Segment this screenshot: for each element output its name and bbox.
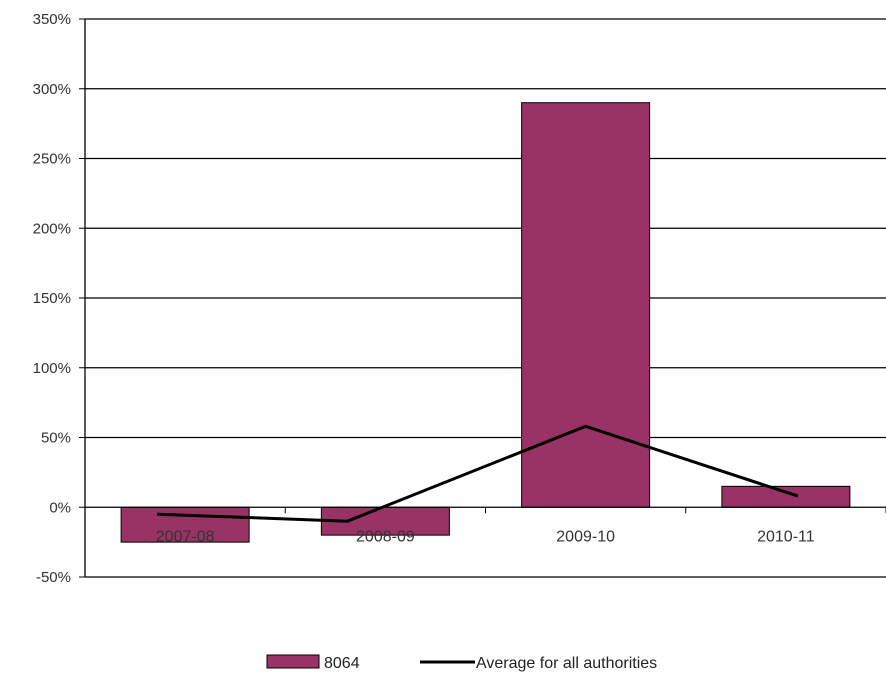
y-tick-label: 0% <box>49 499 71 516</box>
bar <box>721 485 851 508</box>
y-tick-label: 50% <box>41 430 71 447</box>
y-tick-label: 350% <box>33 11 71 28</box>
y-tick-label: 100% <box>33 360 71 377</box>
y-tick-label: 250% <box>33 151 71 168</box>
x-category-label: 2008-09 <box>356 528 415 545</box>
bar <box>521 102 651 508</box>
y-tick-label: 150% <box>33 290 71 307</box>
bar <box>120 506 250 543</box>
legend-swatch-8064 <box>266 654 320 669</box>
x-category-label: 2009-10 <box>556 528 615 545</box>
legend-label-8064: 8064 <box>324 655 360 672</box>
x-category-label: 2010-11 <box>757 528 815 545</box>
x-axis-category-labels: 2007-08 2008-09 2009-10 2010-11 <box>156 528 815 545</box>
gridlines <box>85 18 886 439</box>
average-line <box>157 424 799 523</box>
y-axis-tick-labels: -50% 0% 50% 100% 150% 200% 250% 300% 350% <box>33 11 71 586</box>
line-series <box>157 424 799 523</box>
legend: 8064 Average for all authorities <box>266 654 657 672</box>
axes <box>79 18 886 578</box>
legend-label-average: Average for all authorities <box>476 655 657 672</box>
x-category-label: 2007-08 <box>156 528 215 545</box>
y-tick-label: -50% <box>36 569 71 586</box>
y-tick-label: 200% <box>33 220 71 237</box>
y-tick-label: 300% <box>33 81 71 98</box>
